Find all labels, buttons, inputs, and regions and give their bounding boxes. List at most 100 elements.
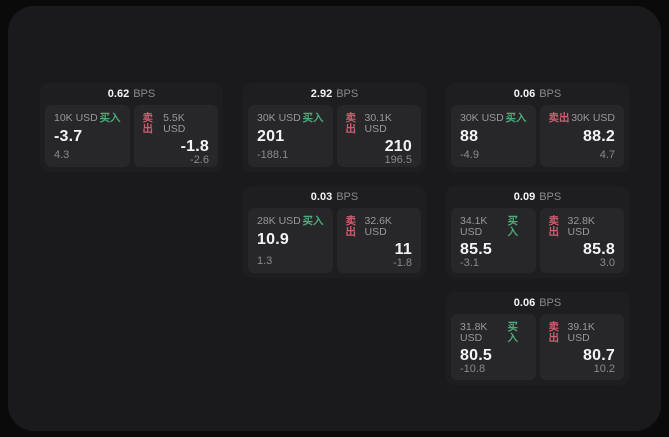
buy-tile-header: 28K USD 买入 (257, 216, 324, 227)
buy-quote-tile[interactable]: 30K USD 买入 88 -4.9 (451, 105, 536, 167)
sell-side-label: 卖出 (345, 215, 357, 238)
sell-price: 85.8 (583, 241, 615, 258)
bps-value: 2.92 (310, 87, 333, 100)
sell-side-label: 卖出 (345, 112, 357, 135)
buy-side-label: 买入 (302, 215, 324, 227)
buy-sub-value: -3.1 (460, 257, 479, 269)
sell-side-label: 卖出 (548, 321, 560, 344)
quote-card: 0.62 BPS 10K USD 买入 -3.7 4.3 卖出 5.5K USD… (40, 83, 223, 172)
buy-quote-tile[interactable]: 30K USD 买入 201 -188.1 (248, 105, 333, 167)
buy-sub-value: 1.3 (257, 255, 273, 267)
buy-notional: 28K USD (257, 215, 301, 227)
sell-notional: 30.1K USD (364, 112, 392, 135)
buy-side-label: 买入 (507, 321, 519, 344)
sell-tile-header: 卖出 30.1K USD (346, 113, 413, 134)
bps-value: 0.09 (513, 190, 536, 203)
sell-sub-value: -2.6 (190, 154, 209, 166)
quote-panels: 30K USD 买入 88 -4.9 卖出 30K USD 88.2 4.7 (451, 105, 624, 167)
sell-tile-header: 卖出 32.8K USD (549, 216, 616, 237)
bps-value: 0.62 (107, 87, 130, 100)
bps-header: 0.09 BPS (451, 186, 624, 208)
buy-tile-header: 10K USD 买入 (54, 113, 121, 124)
bps-unit: BPS (133, 87, 156, 100)
sell-quote-tile[interactable]: 卖出 32.8K USD 85.8 3.0 (539, 208, 624, 273)
bps-header: 0.03 BPS (248, 186, 421, 208)
bps-unit: BPS (336, 190, 359, 203)
bps-header: 0.06 BPS (451, 292, 624, 314)
quote-card: 0.06 BPS 30K USD 买入 88 -4.9 卖出 30K USD 8… (446, 83, 629, 172)
sell-tile-header: 卖出 32.6K USD (346, 216, 413, 237)
sell-sub-value: 3.0 (599, 257, 615, 269)
buy-price: 80.5 (460, 347, 492, 364)
sell-sub-value: 4.7 (599, 149, 615, 161)
quote-grid: 0.62 BPS 10K USD 买入 -3.7 4.3 卖出 5.5K USD… (40, 83, 629, 385)
buy-price: -3.7 (54, 127, 83, 145)
quote-panels: 10K USD 买入 -3.7 4.3 卖出 5.5K USD -1.8 -2.… (45, 105, 218, 167)
sell-price: 88.2 (583, 127, 615, 145)
quote-card: 2.92 BPS 30K USD 买入 201 -188.1 卖出 30.1K … (243, 83, 426, 172)
sell-quote-tile[interactable]: 卖出 5.5K USD -1.8 -2.6 (133, 105, 218, 167)
sell-tile-header: 卖出 39.1K USD (549, 322, 616, 343)
sell-side-label: 卖出 (142, 112, 154, 135)
bps-header: 0.62 BPS (45, 83, 218, 105)
sell-price: 80.7 (583, 347, 615, 364)
bps-header: 2.92 BPS (248, 83, 421, 105)
buy-tile-header: 31.8K USD 买入 (460, 322, 527, 343)
buy-tile-header: 30K USD 买入 (257, 113, 324, 124)
sell-notional: 30K USD (571, 112, 615, 124)
buy-notional: 34.1K USD (460, 215, 488, 238)
sell-side-label: 卖出 (548, 112, 570, 124)
quote-panels: 34.1K USD 买入 85.5 -3.1 卖出 32.8K USD 85.8… (451, 208, 624, 273)
buy-notional: 30K USD (460, 112, 504, 124)
buy-tile-header: 30K USD 买入 (460, 113, 527, 124)
sell-notional: 32.8K USD (567, 215, 595, 238)
buy-price: 88 (460, 127, 479, 145)
sell-quote-tile[interactable]: 卖出 39.1K USD 80.7 10.2 (539, 314, 624, 380)
sell-tile-header: 卖出 30K USD (549, 113, 616, 124)
sell-price: 210 (384, 138, 412, 155)
sell-notional: 39.1K USD (567, 321, 595, 344)
sell-notional: 5.5K USD (163, 112, 186, 135)
buy-sub-value: -10.8 (460, 363, 486, 375)
sell-price: -1.8 (180, 138, 209, 155)
quote-card: 0.03 BPS 28K USD 买入 10.9 1.3 卖出 32.6K US… (243, 186, 426, 278)
buy-side-label: 买入 (505, 112, 527, 124)
quote-panels: 30K USD 买入 201 -188.1 卖出 30.1K USD 210 1… (248, 105, 421, 167)
bps-value: 0.03 (310, 190, 333, 203)
buy-price: 201 (257, 127, 285, 145)
bps-value: 0.06 (513, 87, 536, 100)
sell-sub-value: 196.5 (384, 154, 412, 166)
buy-notional: 30K USD (257, 112, 301, 124)
buy-side-label: 买入 (302, 112, 324, 124)
sell-price: 11 (394, 241, 412, 258)
sell-sub-value: -1.8 (393, 257, 412, 269)
buy-quote-tile[interactable]: 10K USD 买入 -3.7 4.3 (45, 105, 130, 167)
buy-quote-tile[interactable]: 31.8K USD 买入 80.5 -10.8 (451, 314, 536, 380)
sell-tile-header: 卖出 5.5K USD (143, 113, 210, 134)
buy-side-label: 买入 (507, 215, 519, 238)
buy-quote-tile[interactable]: 28K USD 买入 10.9 1.3 (248, 208, 333, 273)
buy-side-label: 买入 (99, 112, 121, 124)
sell-notional: 32.6K USD (364, 215, 392, 238)
buy-notional: 31.8K USD (460, 321, 488, 344)
bps-unit: BPS (539, 87, 562, 100)
sell-quote-tile[interactable]: 卖出 30.1K USD 210 196.5 (336, 105, 421, 167)
buy-sub-value: -188.1 (257, 149, 289, 161)
buy-price: 10.9 (257, 230, 289, 248)
buy-price: 85.5 (460, 241, 492, 258)
buy-tile-header: 34.1K USD 买入 (460, 216, 527, 237)
buy-notional: 10K USD (54, 112, 98, 124)
bps-unit: BPS (336, 87, 359, 100)
sell-quote-tile[interactable]: 卖出 30K USD 88.2 4.7 (539, 105, 624, 167)
quote-panels: 31.8K USD 买入 80.5 -10.8 卖出 39.1K USD 80.… (451, 314, 624, 380)
buy-sub-value: -4.9 (460, 149, 479, 161)
sell-side-label: 卖出 (548, 215, 560, 238)
buy-sub-value: 4.3 (54, 149, 70, 161)
sell-quote-tile[interactable]: 卖出 32.6K USD 11 -1.8 (336, 208, 421, 273)
bps-unit: BPS (539, 296, 562, 309)
quote-card: 0.09 BPS 34.1K USD 买入 85.5 -3.1 卖出 32.8K… (446, 186, 629, 278)
buy-quote-tile[interactable]: 34.1K USD 买入 85.5 -3.1 (451, 208, 536, 273)
bps-value: 0.06 (513, 296, 536, 309)
bps-header: 0.06 BPS (451, 83, 624, 105)
quote-card: 0.06 BPS 31.8K USD 买入 80.5 -10.8 卖出 39.1… (446, 292, 629, 385)
